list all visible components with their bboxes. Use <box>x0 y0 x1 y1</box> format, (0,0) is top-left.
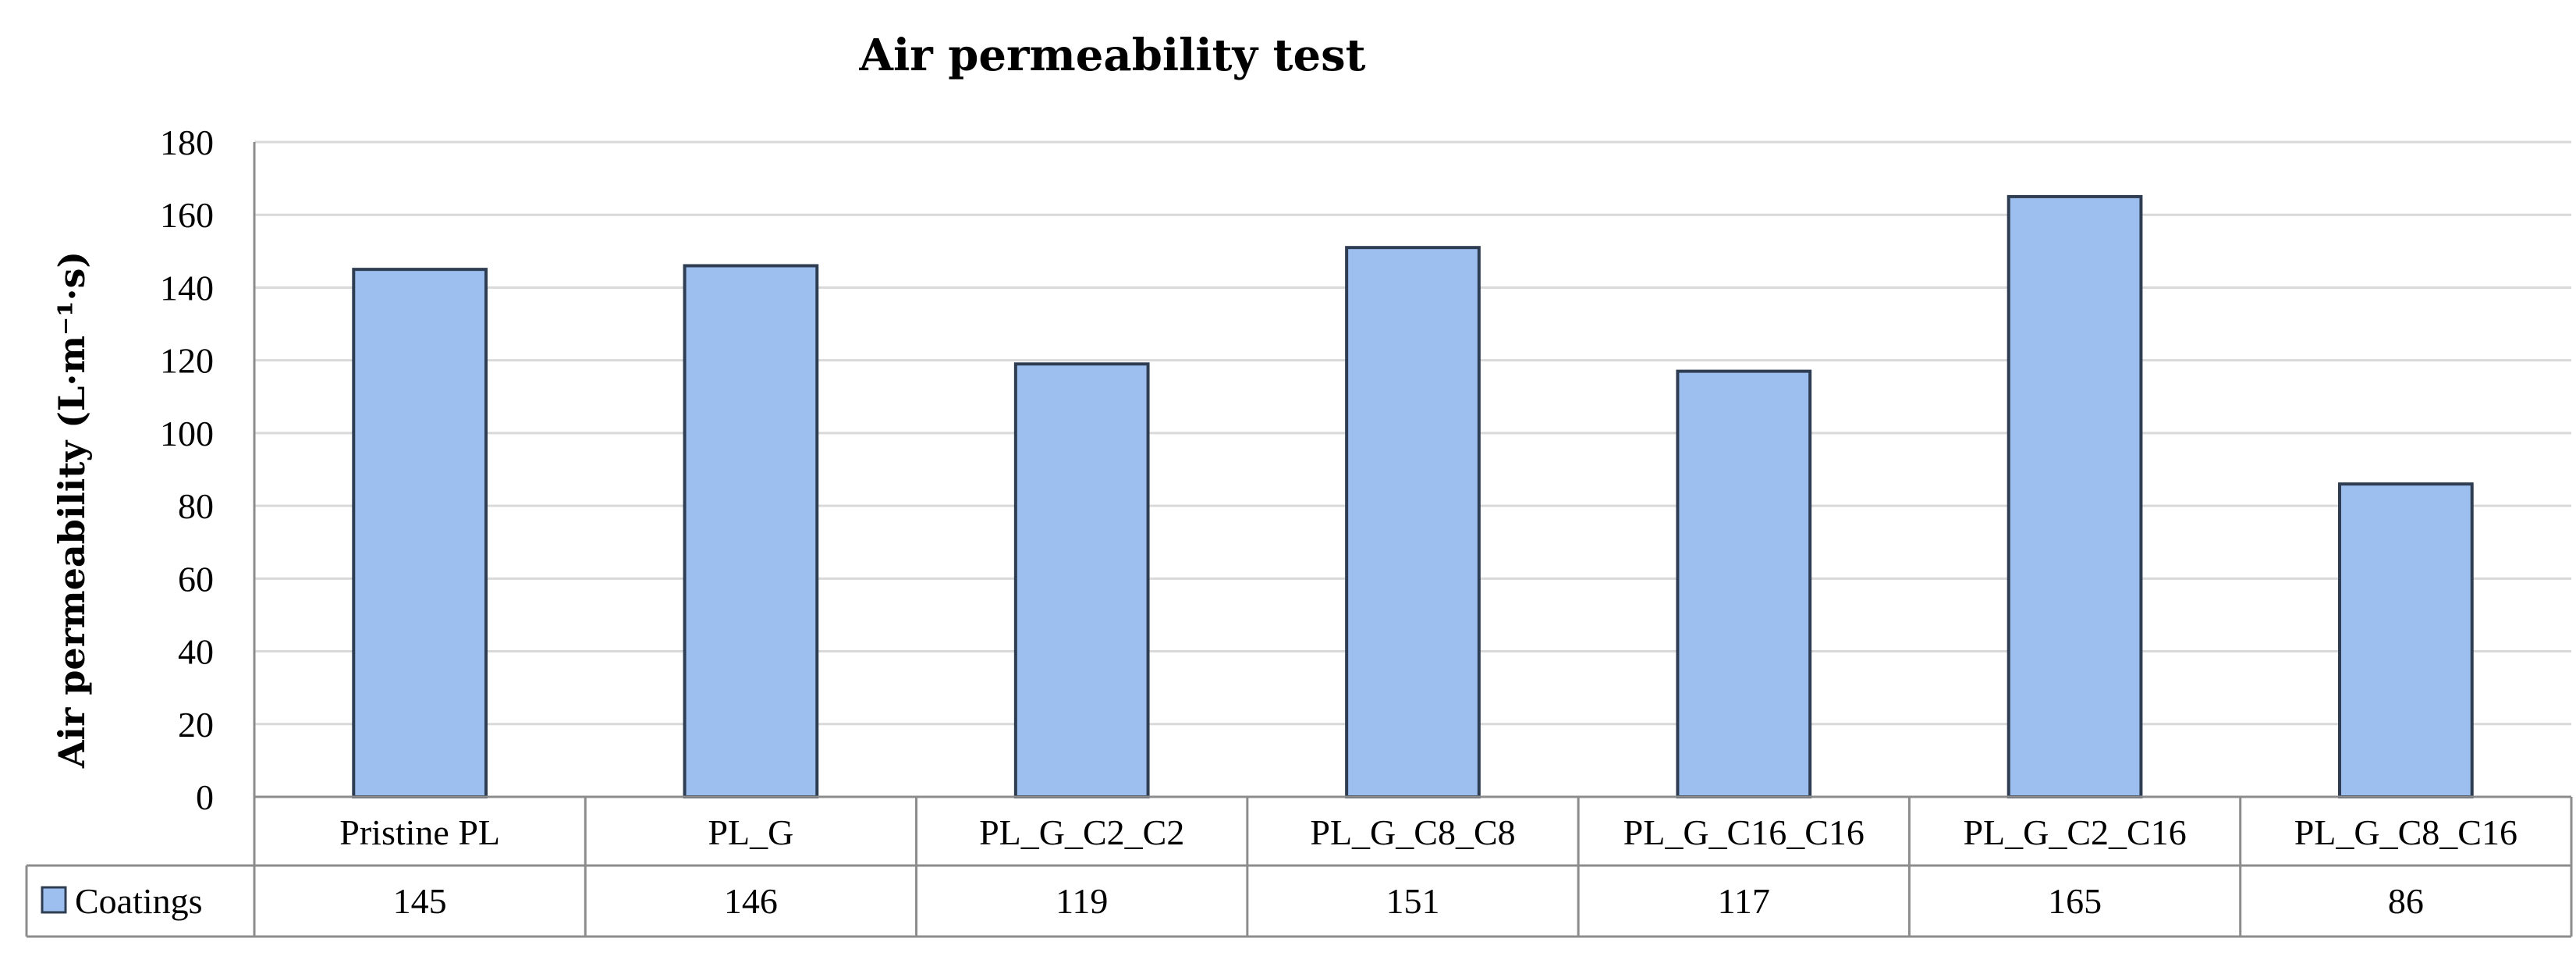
y-tick-label: 120 <box>160 341 214 381</box>
y-axis-label: Air permeability (L·m⁻¹·s) <box>51 251 93 769</box>
data-table: Pristine PL PL_G PL_G_C2_C2 PL_G_C8_C8 PL_G_… <box>25 142 2573 938</box>
data-value-label: 119 <box>1056 881 1108 921</box>
legend-swatch <box>41 886 67 914</box>
data-value-label: 117 <box>1718 881 1770 921</box>
bar <box>1345 246 1481 798</box>
y-tick-label: 40 <box>178 632 214 672</box>
y-tick-label: 160 <box>160 195 214 235</box>
bar <box>2007 194 2143 798</box>
y-tick-label: 100 <box>160 414 214 453</box>
category-label: PL_G_C16_C16 <box>1623 812 1865 852</box>
category-label: PL_G_C2_C16 <box>1963 812 2186 852</box>
y-tick-label: 180 <box>160 123 214 162</box>
category-label: PL_G_C8_C8 <box>1310 812 1515 852</box>
data-value-label: 146 <box>724 881 778 921</box>
y-tick-label: 20 <box>178 705 214 745</box>
legend-label: Coatings <box>75 881 203 921</box>
y-tick-label: 0 <box>196 777 214 817</box>
category-label: PL_G_C8_C16 <box>2294 812 2517 852</box>
category-label: PL_G <box>708 812 793 852</box>
bar <box>2338 482 2474 799</box>
y-axis-ticks: 0 20 40 60 80 100 120 140 160 180 <box>160 123 214 817</box>
bars <box>352 194 2474 799</box>
category-label: Pristine PL <box>339 812 500 852</box>
data-value-label: 145 <box>393 881 447 921</box>
data-value-label: 151 <box>1386 881 1440 921</box>
bar <box>1013 362 1150 799</box>
data-value-label: 86 <box>2388 881 2424 921</box>
y-tick-label: 60 <box>178 559 214 599</box>
y-tick-label: 140 <box>160 268 214 307</box>
bar <box>1676 369 1812 798</box>
category-label: PL_G_C2_C2 <box>979 812 1184 852</box>
bar <box>352 268 488 798</box>
data-value-label: 165 <box>2048 881 2102 921</box>
bar <box>683 264 819 798</box>
y-tick-label: 80 <box>178 486 214 526</box>
chart-title: Air permeability test <box>859 30 1366 81</box>
